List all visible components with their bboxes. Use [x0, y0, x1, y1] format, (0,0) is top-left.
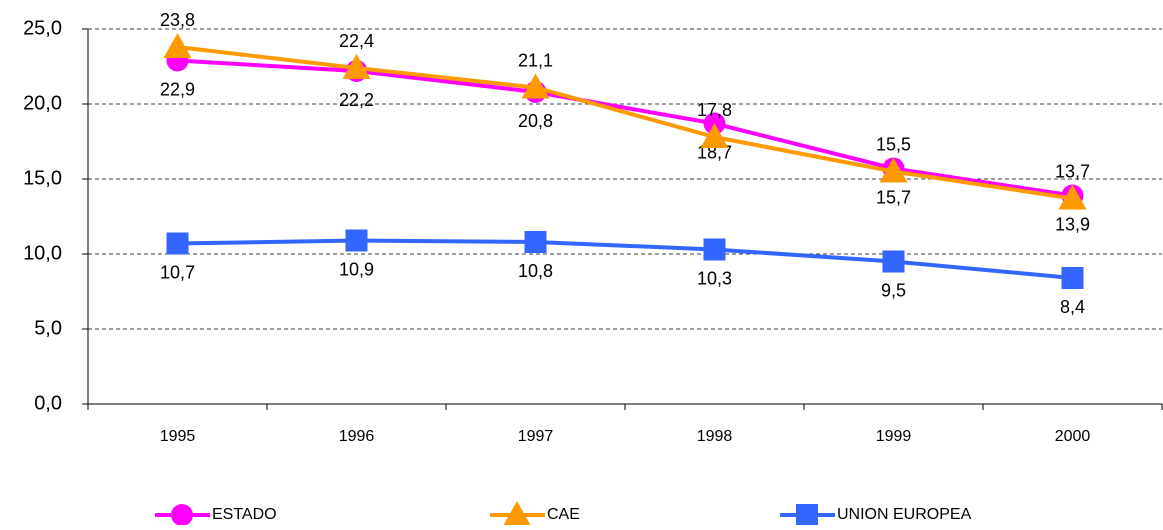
data-label: 10,8 [518, 261, 553, 281]
data-label: 23,8 [160, 10, 195, 30]
data-label: 22,2 [339, 90, 374, 110]
data-label: 10,3 [697, 268, 732, 288]
point [163, 33, 192, 58]
data-label: 21,1 [518, 50, 553, 70]
point [882, 250, 905, 273]
data-label: 10,9 [339, 259, 374, 279]
point [796, 504, 818, 526]
data-label: 17,8 [697, 100, 732, 120]
point [521, 73, 550, 99]
data-label: 13,7 [1055, 161, 1090, 181]
point [700, 123, 729, 148]
legend-label: CAE [547, 506, 580, 523]
x-tick-label: 1996 [339, 428, 375, 445]
data-label: 20,8 [518, 111, 553, 131]
y-tick-label: 20,0 [23, 92, 62, 114]
legend-label: UNION EUROPEA [837, 506, 972, 523]
series-line [177, 45, 1073, 201]
x-tick-label: 1998 [697, 428, 733, 445]
y-tick-label: 10,0 [23, 242, 62, 264]
point [524, 231, 547, 253]
point [166, 232, 189, 255]
point [1061, 267, 1084, 289]
y-tick-label: 5,0 [34, 317, 62, 339]
x-tick-label: 2000 [1055, 428, 1091, 445]
point [703, 238, 726, 261]
point [345, 229, 368, 252]
y-tick-label: 15,0 [23, 167, 62, 189]
data-label: 22,9 [160, 79, 195, 99]
point [879, 157, 908, 183]
data-label: 15,7 [876, 187, 911, 207]
data-label: 15,5 [876, 134, 911, 154]
data-label: 13,9 [1055, 214, 1090, 234]
series-line [177, 58, 1073, 198]
y-tick-label: 0,0 [34, 392, 62, 414]
point [1058, 184, 1087, 210]
data-label: 9,5 [881, 280, 906, 300]
data-label: 10,7 [160, 262, 195, 282]
point [342, 54, 371, 79]
y-tick-label: 25,0 [23, 17, 62, 39]
x-tick-label: 1995 [160, 428, 196, 445]
series-line [177, 238, 1073, 280]
point [171, 504, 193, 526]
data-label: 22,4 [339, 31, 374, 51]
legend-label: ESTADO [212, 506, 277, 523]
x-tick-label: 1999 [876, 428, 912, 445]
data-label: 8,4 [1060, 297, 1085, 317]
x-tick-label: 1997 [518, 428, 554, 445]
point [503, 501, 531, 526]
